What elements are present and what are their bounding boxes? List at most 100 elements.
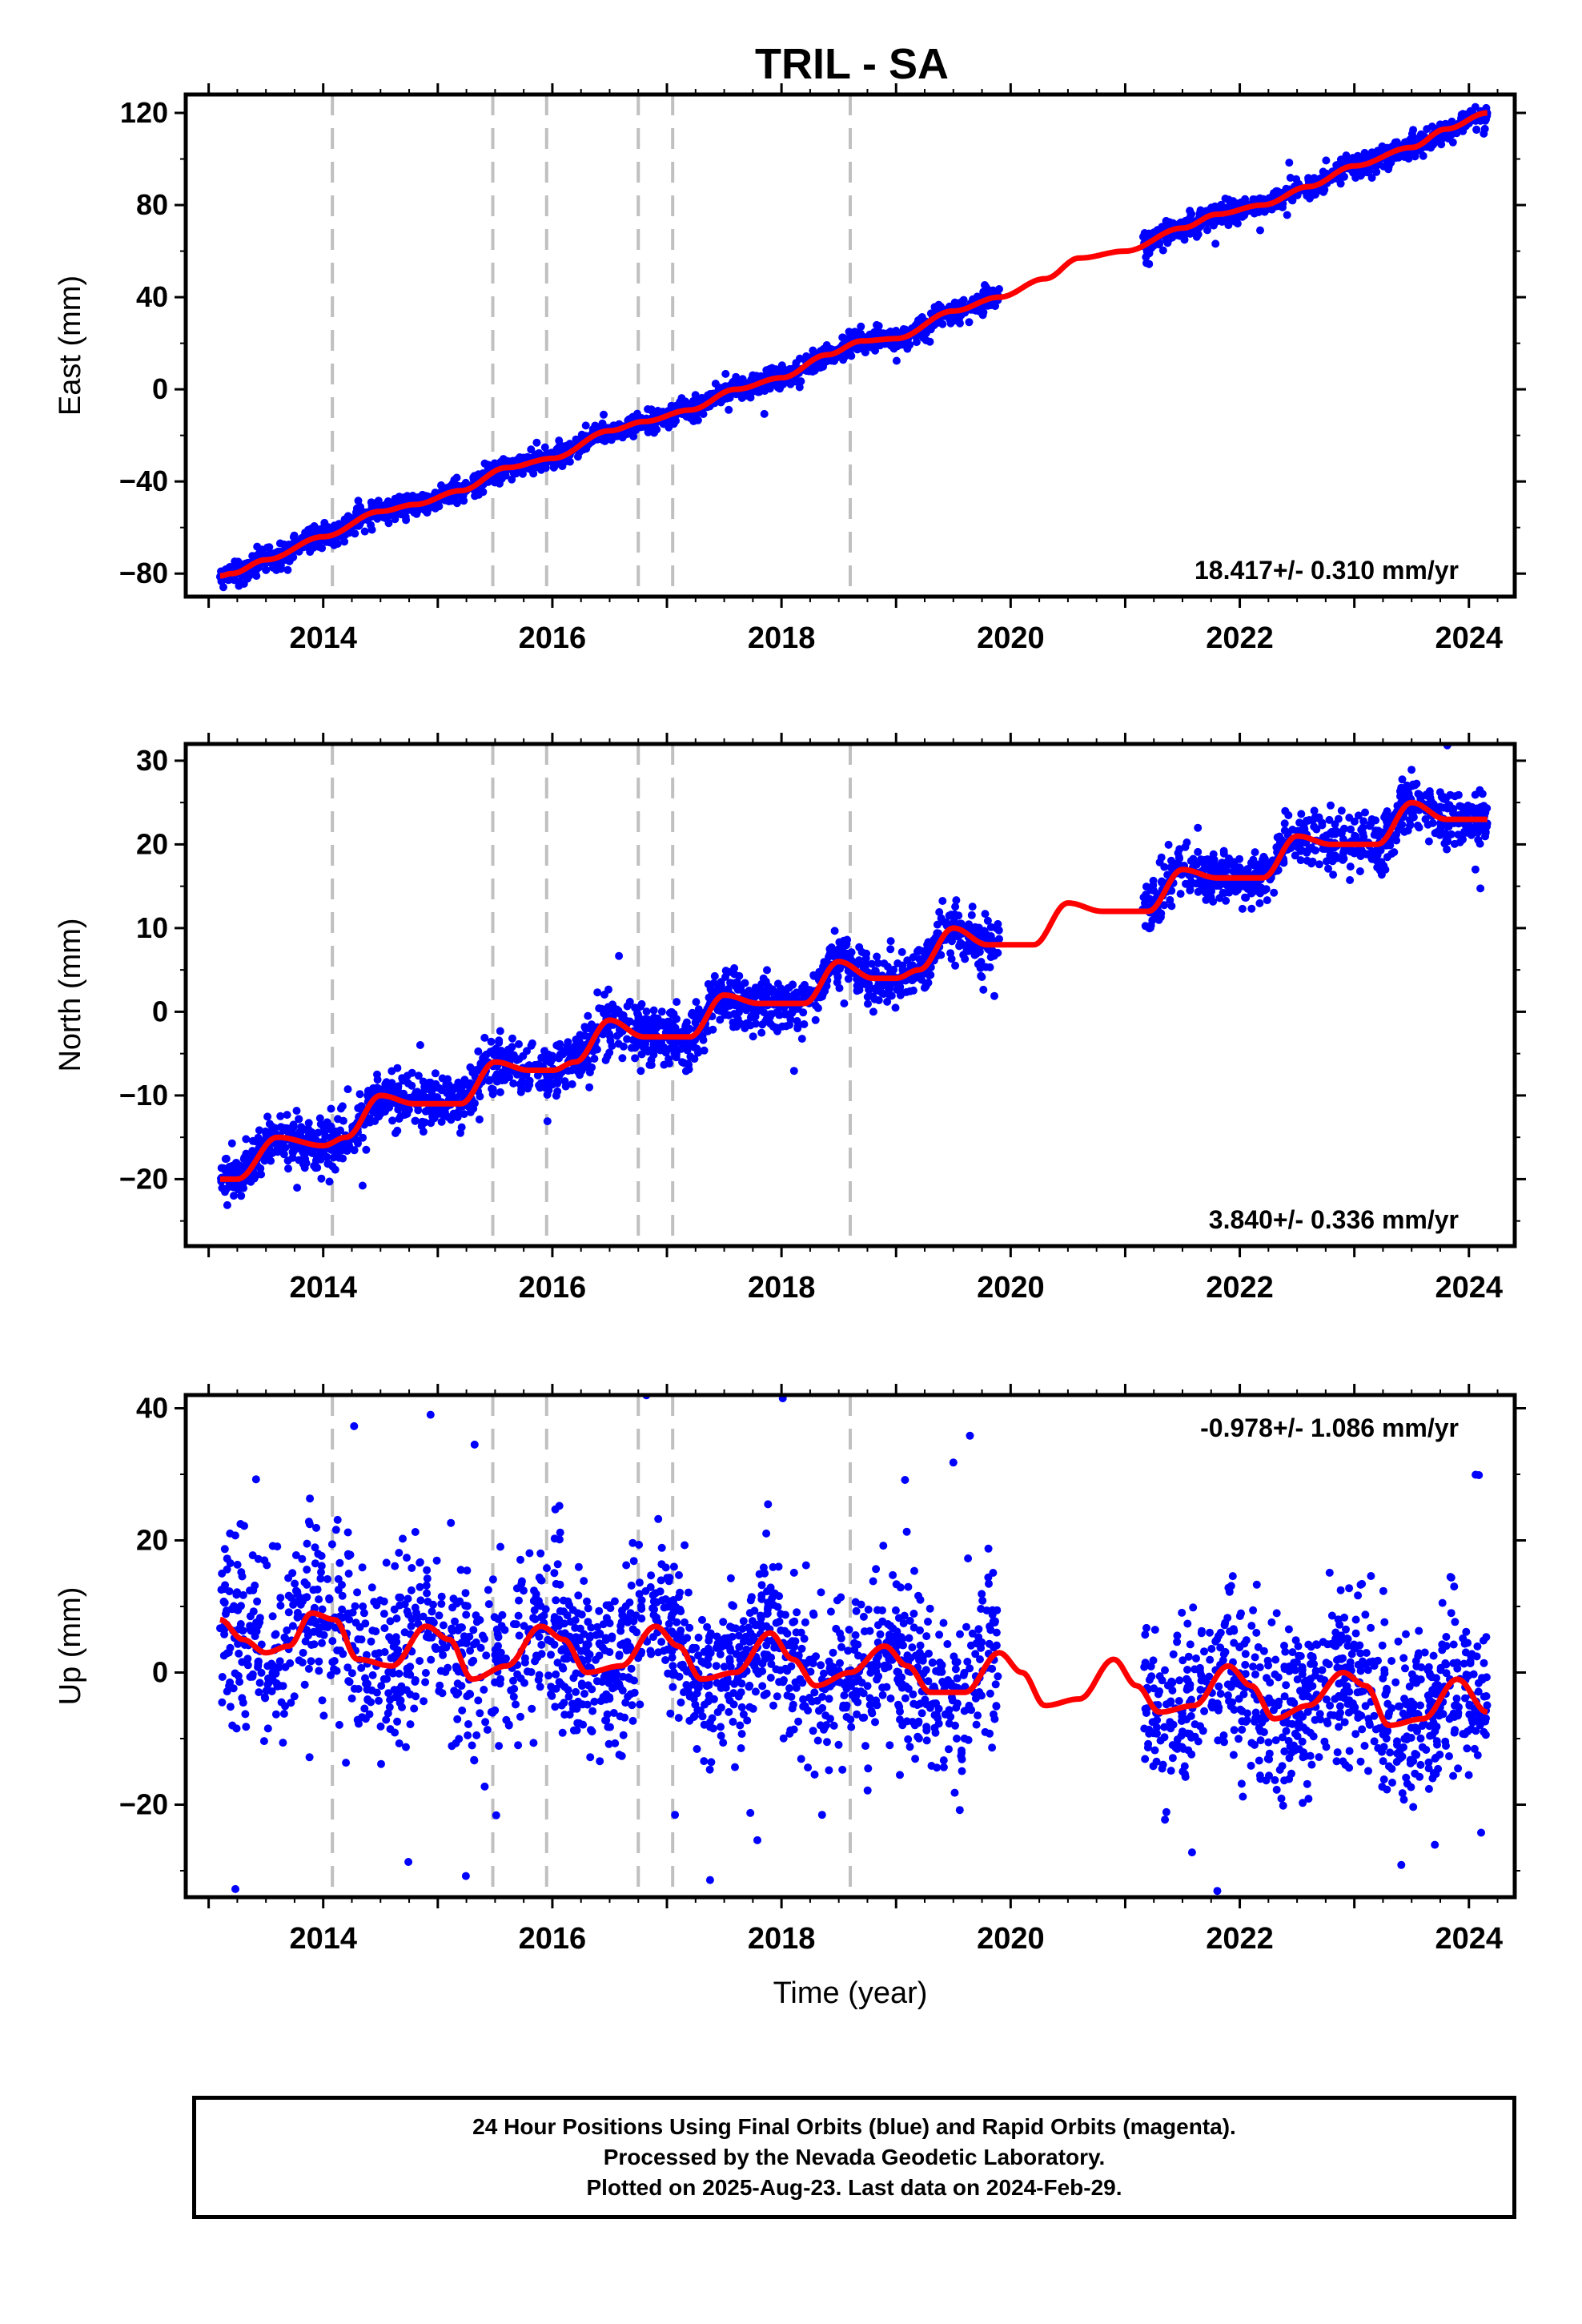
data-point [737,1019,745,1028]
data-point [899,325,908,333]
data-point [525,1061,533,1070]
data-point [972,950,981,959]
data-point [677,394,686,403]
data-point [692,998,701,1007]
data-point [1283,211,1291,219]
data-point [1145,895,1154,903]
data-point [637,1015,646,1024]
y-tick-label: 120 [120,96,168,129]
data-point [893,959,902,967]
data-point [937,914,946,923]
data-point [1233,864,1242,872]
rate-label: 18.417+/- 0.310 mm/yr [1195,556,1459,585]
data-point [897,947,906,956]
data-point [983,916,992,925]
data-point [977,971,986,980]
data-point [1370,830,1379,839]
data-point [585,1024,594,1033]
data-point [257,1170,266,1179]
data-point [827,943,836,951]
data-point [299,1148,307,1156]
data-point [838,944,847,953]
data-point [460,1110,468,1119]
data-point [1359,817,1368,826]
data-point [431,504,440,513]
data-point [251,566,260,575]
data-point [323,1118,331,1127]
data-point [450,1084,459,1093]
data-point [1476,884,1485,893]
data-point [304,1119,313,1128]
data-point [335,520,343,529]
data-point [612,1031,621,1040]
data-point [873,959,882,967]
data-point [1194,887,1203,896]
data-point [1186,872,1195,880]
data-point [333,540,342,548]
data-point [548,448,556,457]
data-point [320,1128,329,1137]
data-point [218,577,227,585]
data-point [605,1029,613,1038]
data-point [1158,246,1167,255]
data-point [533,1071,542,1080]
data-point [309,544,318,552]
data-point [1325,815,1334,824]
data-point [300,1164,309,1172]
data-point [773,1008,781,1017]
data-point [360,527,369,536]
data-point [1444,131,1453,140]
data-point [640,1043,649,1051]
x-tick-label: 2020 [977,621,1045,655]
data-point [799,1008,808,1017]
data-point [471,492,480,501]
data-point [1471,790,1480,799]
data-point [584,1056,592,1065]
data-point [493,1077,501,1086]
data-point [838,951,847,959]
data-point [508,1034,516,1043]
data-point [391,515,400,524]
data-point [946,319,955,328]
data-point [1160,901,1169,910]
data-point [1406,816,1414,825]
data-point [809,346,817,355]
data-point [678,1058,686,1067]
data-point [1174,853,1183,862]
data-point [1175,845,1184,854]
data-point [746,393,755,402]
data-point [396,1103,405,1112]
data-point [223,1184,231,1193]
data-point [1443,804,1452,813]
x-tick-label: 2018 [748,621,816,655]
data-point [1167,902,1176,911]
data-point [508,475,516,484]
data-point [833,973,842,982]
data-point [797,1035,806,1043]
data-point [665,1017,674,1026]
data-point [855,943,864,951]
data-point [909,953,917,962]
data-point [250,1174,259,1183]
data-point [1357,826,1366,834]
data-point [1249,195,1258,203]
data-point [1238,904,1247,913]
data-point [416,1041,424,1049]
data-point [930,935,938,944]
data-point [1234,883,1242,892]
data-point [532,438,541,447]
data-point [1182,838,1191,846]
data-point [1407,766,1416,774]
data-point [1255,899,1264,907]
data-point [480,1051,489,1060]
data-point [687,1010,696,1019]
data-point [847,352,856,360]
data-point [1308,816,1317,825]
data-point [1337,806,1346,815]
data-point [773,988,782,996]
data-point [1383,159,1392,167]
data-point [753,1007,761,1016]
data-point [1167,856,1175,865]
